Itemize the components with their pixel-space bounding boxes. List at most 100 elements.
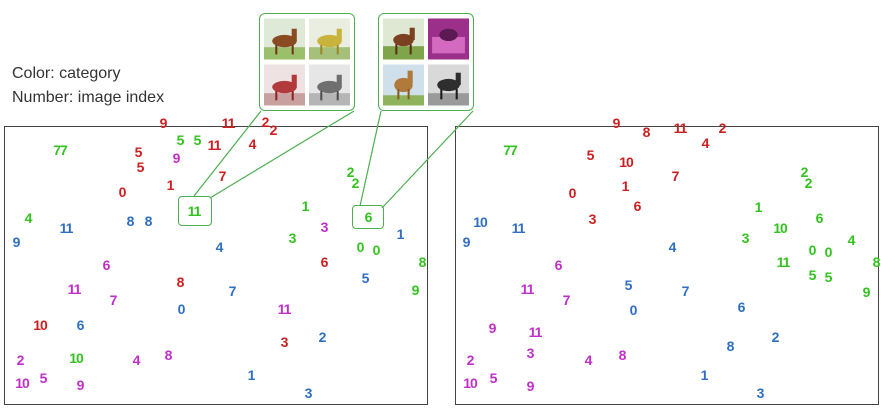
- scatter-point: 8: [144, 213, 153, 229]
- scatter-point: 10: [69, 350, 84, 366]
- scatter-point: 3: [741, 230, 750, 246]
- scatter-point: 4: [248, 136, 257, 152]
- scatter-point: 11: [511, 220, 526, 236]
- scatter-point: 5: [176, 132, 185, 148]
- thumbnail-group-b: [378, 13, 474, 111]
- scatter-point: 2: [346, 164, 355, 180]
- scatter-point: 9: [488, 320, 497, 336]
- scatter-point: 10: [619, 154, 634, 170]
- scatter-point: 5: [39, 370, 48, 386]
- scatter-point: 9: [12, 234, 21, 250]
- scatter-point: 6: [633, 198, 642, 214]
- scatter-point: 1: [396, 226, 405, 242]
- scatter-point: 4: [584, 352, 593, 368]
- scatter-point: 9: [462, 234, 471, 250]
- scatter-point: 8: [164, 347, 173, 363]
- scatter-point: 3: [288, 230, 297, 246]
- horse-gray-icon: [309, 64, 350, 106]
- scatter-point: 3: [320, 219, 329, 235]
- scatter-point: 10: [15, 375, 30, 391]
- scatter-point: 6: [320, 254, 329, 270]
- scatter-point: 2: [269, 122, 278, 138]
- scatter-point: 11: [673, 120, 688, 136]
- scatter-point: 0: [568, 185, 577, 201]
- scatter-point: 2: [804, 175, 813, 191]
- scatter-point: 4: [24, 210, 33, 226]
- scatter-point: 5: [808, 267, 817, 283]
- scatter-point: 9: [76, 377, 85, 393]
- horse-jumping-icon: [383, 64, 424, 106]
- scatter-point: 3: [588, 211, 597, 227]
- scatter-point: 1: [166, 177, 175, 193]
- scatter-point: 3: [756, 385, 765, 401]
- scatter-point: 11: [187, 203, 202, 219]
- scatter-point: 7: [218, 168, 227, 184]
- scatter-point: 1: [301, 198, 310, 214]
- scatter-point: 0: [629, 302, 638, 318]
- horse-red-icon: [264, 64, 305, 106]
- scatter-panel-left: [4, 126, 428, 405]
- scatter-point: 5: [193, 132, 202, 148]
- scatter-point: 5: [136, 159, 145, 175]
- scatter-point: 77: [53, 142, 68, 158]
- legend-color: Color: category: [12, 65, 121, 82]
- scatter-point: 2: [318, 329, 327, 345]
- scatter-point: 2: [351, 175, 360, 191]
- scatter-point: 0: [824, 244, 833, 260]
- scatter-point: 6: [737, 299, 746, 315]
- scatter-point: 8: [418, 254, 427, 270]
- scatter-point: 6: [76, 317, 85, 333]
- scatter-point: 6: [554, 257, 563, 273]
- scatter-point: 1: [700, 367, 709, 383]
- scatter-point: 2: [718, 120, 727, 136]
- scatter-point: 11: [528, 324, 543, 340]
- scatter-point: 77: [503, 142, 518, 158]
- scatter-point: 10: [473, 214, 488, 230]
- scatter-point: 2: [771, 329, 780, 345]
- scatter-point: 9: [159, 115, 168, 131]
- scatter-point: 8: [726, 338, 735, 354]
- scatter-point: 8: [126, 213, 135, 229]
- scatter-point: 6: [815, 210, 824, 226]
- scatter-point: 1: [621, 178, 630, 194]
- scatter-point: 11: [59, 220, 74, 236]
- scatter-point: 2: [800, 164, 809, 180]
- scatter-point: 8: [618, 347, 627, 363]
- scatter-point: 5: [824, 269, 833, 285]
- scatter-point: 2: [261, 114, 270, 130]
- scatter-point: 5: [586, 147, 595, 163]
- horse-brown-icon: [264, 18, 305, 60]
- scatter-point: 5: [489, 370, 498, 386]
- scatter-point: 11: [221, 115, 236, 131]
- scatter-point: 1: [247, 367, 256, 383]
- scatter-point: 4: [132, 352, 141, 368]
- scatter-point: 11: [776, 254, 791, 270]
- scatter-point: 3: [280, 334, 289, 350]
- horse-bw-icon: [428, 64, 469, 106]
- scatter-point: 7: [671, 168, 680, 184]
- scatter-point: 10: [33, 317, 48, 333]
- scatter-point: 8: [642, 124, 651, 140]
- scatter-point: 5: [624, 277, 633, 293]
- horse-yellow-icon: [309, 18, 350, 60]
- scatter-point: 5: [134, 144, 143, 160]
- scatter-point: 6: [102, 257, 111, 273]
- scatter-point: 9: [526, 378, 535, 394]
- legend-number: Number: image index: [12, 89, 165, 106]
- scatter-point: 7: [681, 283, 690, 299]
- scatter-point: 11: [520, 281, 535, 297]
- scatter-point: 8: [872, 254, 881, 270]
- scatter-point: 0: [177, 301, 186, 317]
- horse-pink-photo-icon: [428, 18, 469, 60]
- scatter-point: 3: [304, 385, 313, 401]
- scatter-point: 6: [364, 209, 373, 225]
- scatter-point: 4: [215, 239, 224, 255]
- scatter-point: 7: [562, 292, 571, 308]
- highlight-box-cluster: [178, 196, 212, 226]
- scatter-point: 9: [612, 115, 621, 131]
- scatter-point: 9: [172, 150, 181, 166]
- scatter-point: 3: [526, 345, 535, 361]
- scatter-point: 4: [847, 232, 856, 248]
- scatter-point: 4: [668, 239, 677, 255]
- scatter-point: 0: [372, 242, 381, 258]
